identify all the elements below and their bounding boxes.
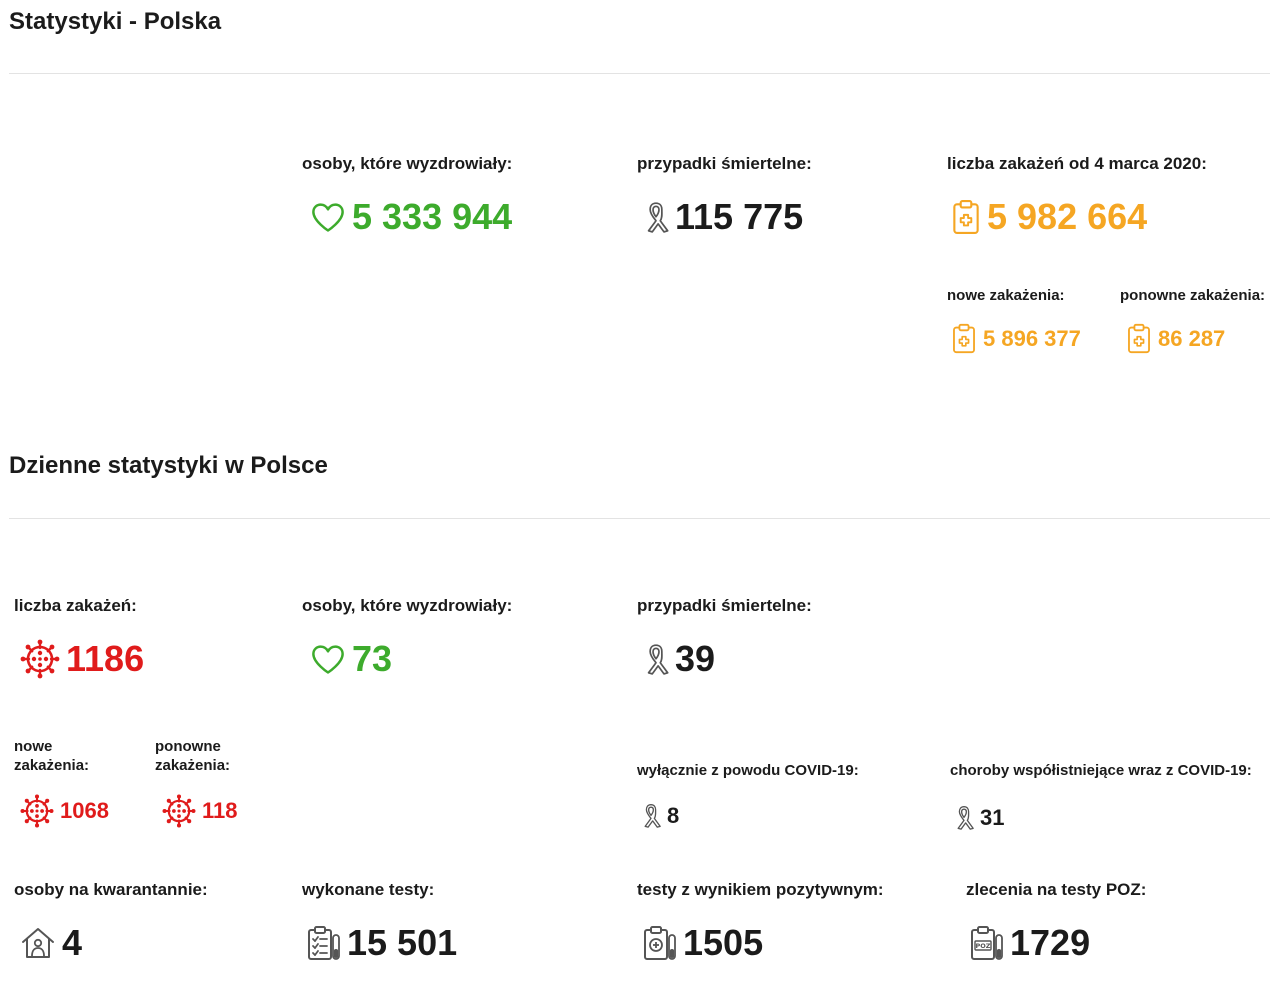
totals-new-infections-label: nowe zakażenia: xyxy=(947,287,1065,304)
totals-reinfections-label: ponowne zakażenia: xyxy=(1120,287,1266,304)
daily-covid-only-label: wyłącznie z powodu COVID-19: xyxy=(637,762,859,779)
ribbon-icon xyxy=(643,642,669,676)
totals-recovered-stat: 5 333 944 xyxy=(310,196,512,238)
daily-poz-orders-label: zlecenia na testy POZ: xyxy=(966,880,1147,899)
daily-divider xyxy=(9,518,1270,519)
totals-reinfections-stat: 86 287 xyxy=(1126,323,1225,354)
daily-deaths-label: przypadki śmiertelne: xyxy=(637,596,812,615)
daily-covid-only-value: 8 xyxy=(667,802,680,828)
daily-deaths-stat: 39 xyxy=(643,638,715,680)
daily-tests-value: 15 501 xyxy=(347,922,458,963)
medical-clipboard-icon xyxy=(951,323,977,354)
poz-test-icon xyxy=(970,925,1004,961)
test-clipboard-icon xyxy=(307,925,341,961)
heart-icon xyxy=(310,201,346,233)
daily-new-infections-stat: 1068 xyxy=(20,794,109,828)
daily-positive-tests-stat: 1505 xyxy=(643,922,763,964)
ribbon-icon xyxy=(954,804,974,831)
daily-poz-orders-value: 1729 xyxy=(1010,922,1091,963)
totals-recovered-value: 5 333 944 xyxy=(352,196,513,237)
daily-new-infections-value: 1068 xyxy=(60,798,109,823)
daily-positive-tests-value: 1505 xyxy=(683,922,764,963)
daily-recovered-stat: 73 xyxy=(310,638,392,680)
totals-deaths-value: 115 775 xyxy=(675,196,804,237)
totals-infections-value: 5 982 664 xyxy=(987,196,1148,237)
daily-infections-label: liczba zakażeń: xyxy=(14,596,137,615)
medical-clipboard-icon xyxy=(1126,323,1152,354)
daily-quarantine-value: 4 xyxy=(62,922,83,963)
daily-quarantine-stat: 4 xyxy=(20,922,82,964)
daily-comorbid-stat: 31 xyxy=(954,804,1004,831)
daily-new-infections-label: nowe zakażenia: xyxy=(14,738,90,774)
daily-quarantine-label: osoby na kwarantannie: xyxy=(14,880,208,899)
daily-infections-value: 1186 xyxy=(66,638,145,679)
daily-poz-orders-stat: 1729 xyxy=(970,922,1090,964)
totals-new-infections-value: 5 896 377 xyxy=(983,325,1081,351)
daily-reinfections-label: ponowne zakażenia: xyxy=(155,738,231,774)
ribbon-icon xyxy=(641,802,661,829)
totals-infections-stat: 5 982 664 xyxy=(951,196,1147,238)
medical-clipboard-icon xyxy=(951,199,981,235)
daily-title: Dzienne statystyki w Polsce xyxy=(9,452,328,479)
totals-recovered-label: osoby, które wyzdrowiały: xyxy=(302,154,513,173)
totals-reinfections-value: 86 287 xyxy=(1158,325,1226,351)
daily-comorbid-value: 31 xyxy=(980,804,1005,830)
daily-recovered-label: osoby, które wyzdrowiały: xyxy=(302,596,513,615)
totals-deaths-label: przypadki śmiertelne: xyxy=(637,154,812,173)
daily-covid-only-stat: 8 xyxy=(641,802,679,829)
heart-icon xyxy=(310,643,346,675)
totals-title: Statystyki - Polska xyxy=(9,8,222,35)
daily-tests-stat: 15 501 xyxy=(307,922,457,964)
virus-icon xyxy=(20,639,60,679)
daily-recovered-value: 73 xyxy=(352,638,393,679)
totals-new-infections-stat: 5 896 377 xyxy=(951,323,1081,354)
house-icon xyxy=(20,926,56,960)
totals-infections-label: liczba zakażeń od 4 marca 2020: xyxy=(947,154,1207,173)
daily-comorbid-label: choroby współistniejące wraz z COVID-19: xyxy=(950,762,1252,779)
daily-infections-stat: 1186 xyxy=(20,638,144,680)
virus-icon xyxy=(162,794,196,828)
virus-icon xyxy=(20,794,54,828)
daily-deaths-value: 39 xyxy=(675,638,716,679)
totals-deaths-stat: 115 775 xyxy=(643,196,803,238)
totals-divider xyxy=(9,73,1270,74)
daily-reinfections-stat: 118 xyxy=(162,794,238,828)
daily-tests-label: wykonane testy: xyxy=(302,880,435,899)
ribbon-icon xyxy=(643,200,669,234)
test-tube-icon xyxy=(643,925,677,961)
daily-positive-tests-label: testy z wynikiem pozytywnym: xyxy=(637,880,884,899)
daily-reinfections-value: 118 xyxy=(202,798,238,823)
